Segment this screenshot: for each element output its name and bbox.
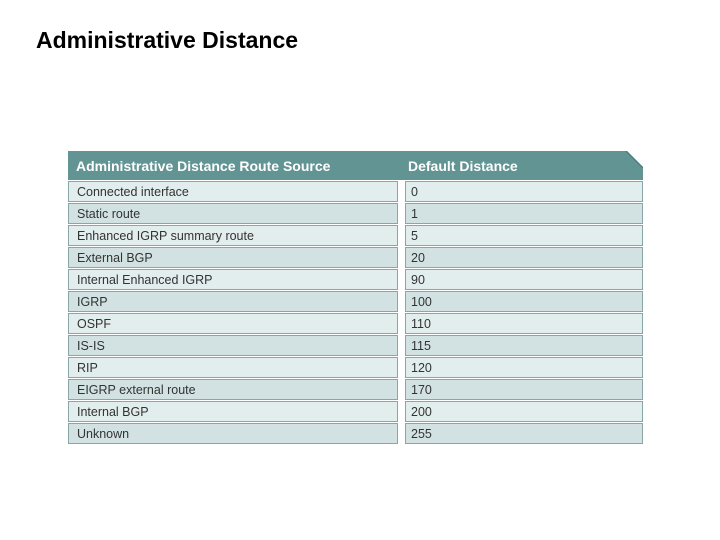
table-row: EIGRP external route 170 — [68, 379, 643, 401]
distance-cell: 1 — [405, 203, 643, 224]
distance-cell: 20 — [405, 247, 643, 268]
table-row: External BGP 20 — [68, 247, 643, 269]
slide-title: Administrative Distance — [36, 27, 299, 53]
distance-cell: 255 — [405, 423, 643, 444]
table-row: Internal BGP 200 — [68, 401, 643, 423]
table-row: RIP 120 — [68, 357, 643, 379]
route-source-cell: Enhanced IGRP summary route — [68, 225, 398, 246]
table-row: Enhanced IGRP summary route 5 — [68, 225, 643, 247]
table-row: Internal Enhanced IGRP 90 — [68, 269, 643, 291]
distance-cell: 120 — [405, 357, 643, 378]
distance-cell: 90 — [405, 269, 643, 290]
admin-distance-table: Administrative Distance Route Source Def… — [68, 151, 643, 445]
route-source-cell: IS-IS — [68, 335, 398, 356]
distance-cell: 170 — [405, 379, 643, 400]
distance-cell: 110 — [405, 313, 643, 334]
distance-cell: 5 — [405, 225, 643, 246]
route-source-cell: Unknown — [68, 423, 398, 444]
route-source-cell: OSPF — [68, 313, 398, 334]
distance-cell: 200 — [405, 401, 643, 422]
table-row: OSPF 110 — [68, 313, 643, 335]
route-source-cell: EIGRP external route — [68, 379, 398, 400]
route-source-cell: Internal BGP — [68, 401, 398, 422]
route-source-cell: Internal Enhanced IGRP — [68, 269, 398, 290]
route-source-cell: IGRP — [68, 291, 398, 312]
header-default-distance: Default Distance — [408, 157, 518, 174]
route-source-cell: RIP — [68, 357, 398, 378]
table-body: Connected interface 0 Static route 1 Enh… — [68, 181, 643, 445]
table-row: Static route 1 — [68, 203, 643, 225]
header-route-source: Administrative Distance Route Source — [76, 157, 331, 174]
table-header-row: Administrative Distance Route Source Def… — [68, 151, 643, 180]
distance-cell: 115 — [405, 335, 643, 356]
route-source-cell: Static route — [68, 203, 398, 224]
route-source-cell: External BGP — [68, 247, 398, 268]
distance-cell: 100 — [405, 291, 643, 312]
table-row: IS-IS 115 — [68, 335, 643, 357]
table-row: IGRP 100 — [68, 291, 643, 313]
table-row: Connected interface 0 — [68, 181, 643, 203]
table-row: Unknown 255 — [68, 423, 643, 445]
route-source-cell: Connected interface — [68, 181, 398, 202]
distance-cell: 0 — [405, 181, 643, 202]
